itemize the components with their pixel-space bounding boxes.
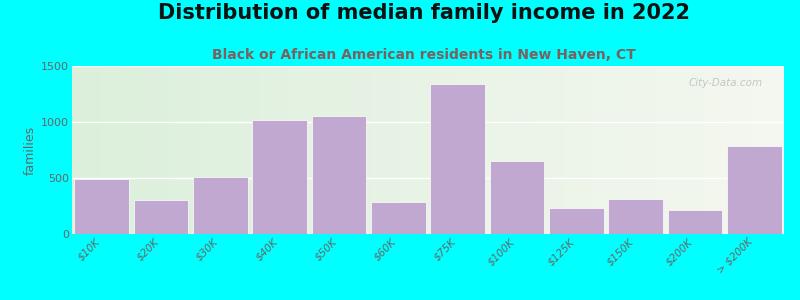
Bar [549, 208, 604, 234]
Bar [727, 146, 782, 234]
Text: Distribution of median family income in 2022: Distribution of median family income in … [158, 3, 690, 23]
Bar [430, 84, 485, 234]
Y-axis label: families: families [24, 125, 37, 175]
Bar [312, 116, 366, 234]
Bar [134, 200, 188, 234]
Text: Black or African American residents in New Haven, CT: Black or African American residents in N… [212, 48, 636, 62]
Text: City-Data.com: City-Data.com [689, 78, 762, 88]
Bar [193, 177, 248, 234]
Bar [490, 161, 544, 234]
Bar [371, 202, 426, 234]
Bar [608, 199, 663, 234]
Bar [252, 120, 307, 234]
Bar [668, 211, 722, 234]
Bar [74, 179, 129, 234]
